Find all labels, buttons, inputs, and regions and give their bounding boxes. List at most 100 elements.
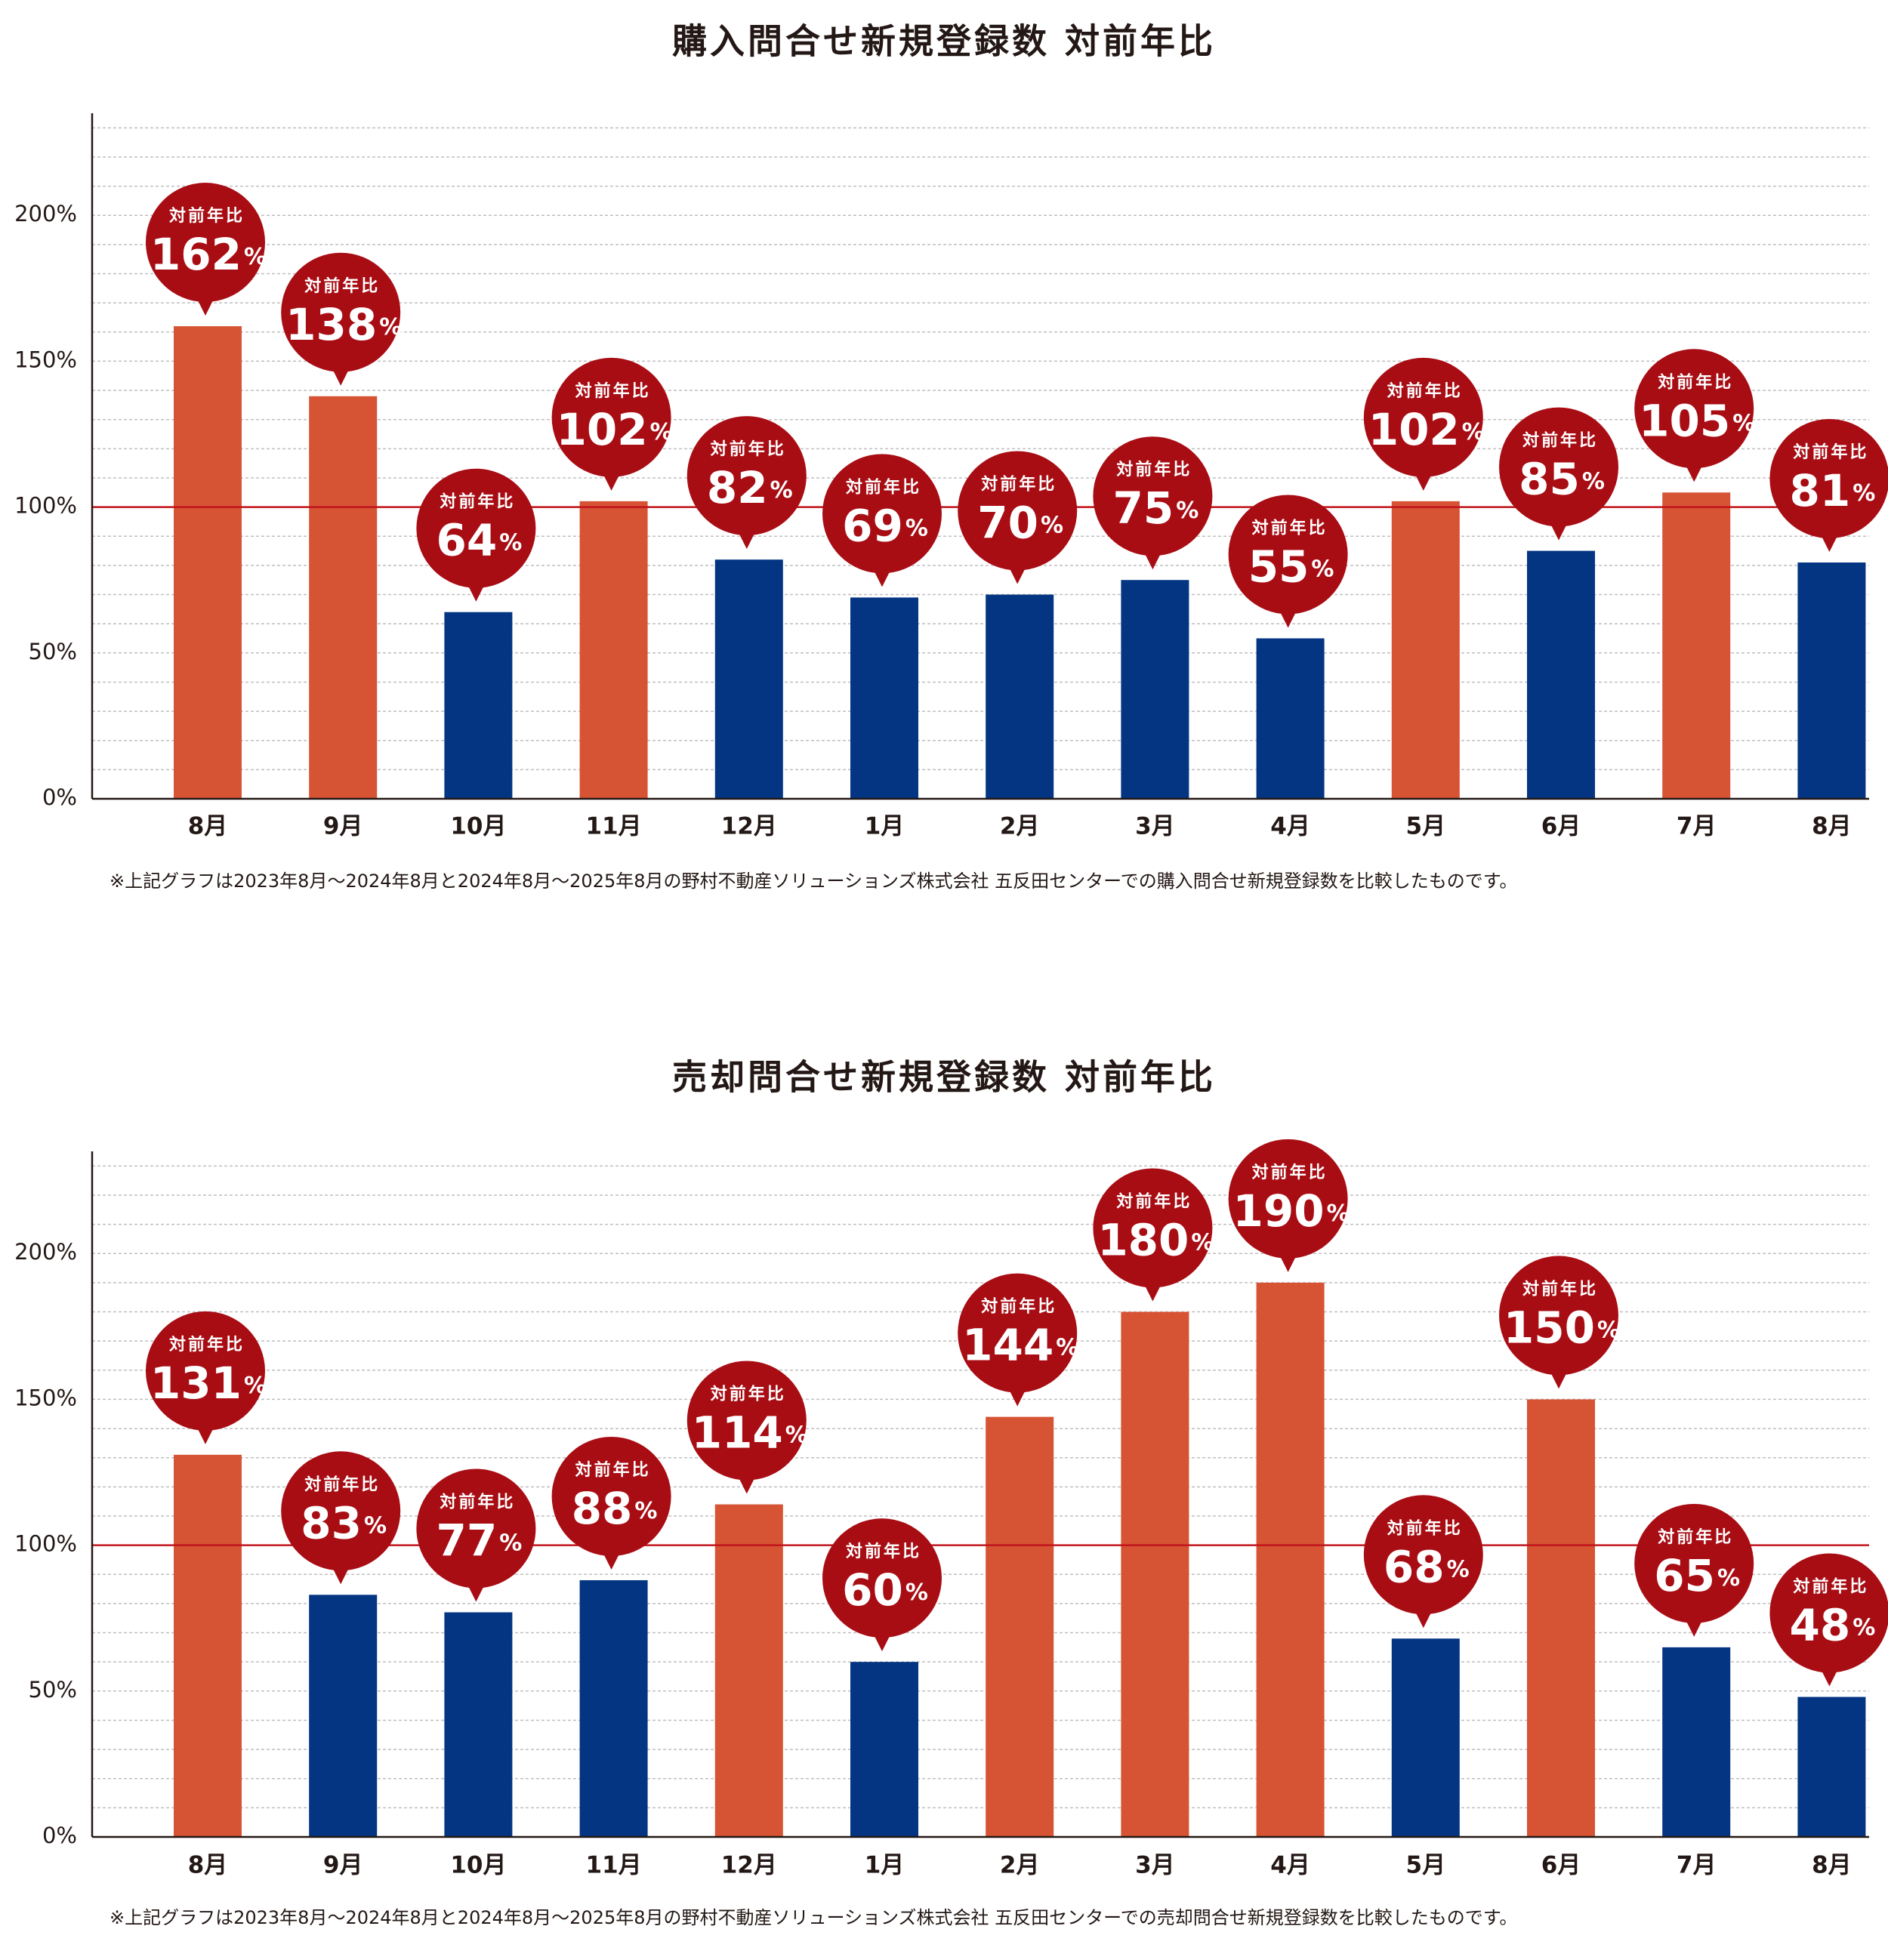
data-label: 138% [285, 299, 402, 350]
bar [309, 396, 378, 799]
callout-bubble [416, 1468, 536, 1589]
value-callout: 対前年比 68% [1363, 1495, 1483, 1629]
x-tick-label: 3月 [1135, 813, 1175, 840]
callout-bubble [686, 416, 807, 536]
callout-label: 対前年比 [846, 477, 921, 497]
callout-pointer [1550, 522, 1568, 541]
data-label-unit: % [905, 1579, 928, 1606]
callout-bubble [1634, 1503, 1754, 1623]
callout-label: 対前年比 [711, 1385, 786, 1404]
data-label-unit: % [1327, 1200, 1350, 1226]
callout-label: 対前年比 [981, 1297, 1057, 1317]
data-label-value: 162 [150, 229, 242, 280]
data-label-value: 83 [301, 1497, 362, 1549]
callout-label: 対前年比 [1116, 460, 1192, 479]
bar [714, 559, 783, 799]
callout-bubble [281, 252, 401, 372]
data-label-value: 102 [557, 404, 648, 455]
x-tick-label: 5月 [1406, 813, 1446, 840]
callout-bubble [1634, 349, 1754, 469]
data-label: 131% [150, 1358, 267, 1409]
callout-bubble [822, 454, 942, 574]
data-label-unit: % [499, 529, 522, 556]
callout-bubble [958, 1273, 1078, 1393]
y-tick-label: 150% [14, 347, 77, 372]
callout-pointer [1008, 1388, 1027, 1407]
y-tick-label: 100% [14, 493, 77, 519]
bar [1391, 501, 1460, 799]
data-label-unit: % [364, 1512, 387, 1539]
data-label-value: 150 [1504, 1302, 1595, 1354]
callout-label: 対前年比 [575, 381, 651, 401]
data-label-value: 190 [1233, 1185, 1325, 1237]
x-tick-label: 6月 [1541, 1852, 1581, 1879]
callout-bubble [1769, 1553, 1888, 1673]
y-tick-label: 200% [14, 201, 77, 227]
callout-bubble [1363, 1495, 1483, 1615]
data-label-unit: % [1732, 410, 1755, 436]
bar [850, 1662, 918, 1837]
data-label-value: 88 [572, 1483, 633, 1534]
value-callout: 対前年比 114% [686, 1361, 808, 1494]
value-callout: 対前年比 48% [1769, 1553, 1888, 1687]
callout-pointer [1414, 1610, 1433, 1629]
data-label-value: 70 [977, 498, 1038, 549]
value-callout: 対前年比 131% [146, 1311, 267, 1444]
callout-label: 対前年比 [1522, 1279, 1598, 1299]
callout-pointer [873, 1633, 891, 1652]
bar [1527, 1399, 1595, 1837]
callout-pointer [1550, 1370, 1568, 1389]
data-label-unit: % [650, 418, 673, 445]
y-tick-label: 0% [42, 1823, 77, 1848]
data-label: 75% [1113, 482, 1199, 534]
y-tick-label: 0% [42, 784, 77, 810]
data-label-value: 131 [150, 1358, 242, 1409]
callout-pointer [196, 1425, 214, 1444]
value-callout: 対前年比 82% [686, 416, 807, 550]
callout-pointer [467, 583, 486, 602]
bar [174, 326, 242, 799]
data-label-unit: % [1853, 1614, 1875, 1641]
x-tick-label: 2月 [1000, 1852, 1040, 1879]
data-label: 114% [692, 1407, 808, 1459]
chart-panel-1: 購入問合せ新規登録数 対前年比 0% 50% 100% 150% 200% 8月 9月 10月 1… [14, 21, 1888, 892]
x-tick-label: 11月 [586, 813, 642, 840]
value-callout: 対前年比 77% [416, 1468, 536, 1602]
data-label: 48% [1790, 1600, 1876, 1651]
x-tick-label: 7月 [1677, 813, 1717, 840]
x-tick-label: 8月 [1812, 813, 1852, 840]
x-tick-label: 5月 [1406, 1852, 1446, 1879]
value-callout: 対前年比 102% [1363, 357, 1485, 491]
bar [1797, 1697, 1866, 1837]
callout-label: 対前年比 [440, 1492, 515, 1512]
data-label-unit: % [1582, 468, 1605, 495]
data-label-value: 82 [707, 462, 768, 513]
data-label-value: 60 [842, 1564, 903, 1616]
callout-label: 対前年比 [1252, 1163, 1328, 1182]
data-label-unit: % [379, 313, 402, 340]
callout-label: 対前年比 [575, 1460, 651, 1480]
callout-pointer [1820, 534, 1839, 553]
data-label-value: 138 [285, 299, 377, 350]
data-label-value: 75 [1113, 482, 1174, 534]
callout-pointer [1414, 472, 1433, 491]
callout-pointer [737, 1475, 756, 1494]
callout-pointer [1143, 1283, 1162, 1302]
x-tick-label: 12月 [721, 813, 777, 840]
callout-pointer [737, 531, 756, 550]
data-label-unit: % [244, 244, 267, 270]
value-callout: 対前年比 69% [822, 454, 942, 587]
callout-label: 対前年比 [1387, 381, 1463, 401]
bar [850, 597, 918, 799]
data-label: 102% [557, 404, 673, 455]
data-label-unit: % [785, 1422, 808, 1448]
data-label-value: 85 [1519, 454, 1580, 505]
data-label: 60% [842, 1564, 928, 1616]
bar [309, 1595, 378, 1837]
callout-bubble [1228, 1139, 1348, 1259]
data-label-unit: % [1311, 556, 1334, 582]
data-label-value: 114 [692, 1407, 783, 1459]
callout-bubble [958, 451, 1078, 571]
data-label: 180% [1097, 1215, 1214, 1266]
data-label: 105% [1639, 395, 1755, 446]
